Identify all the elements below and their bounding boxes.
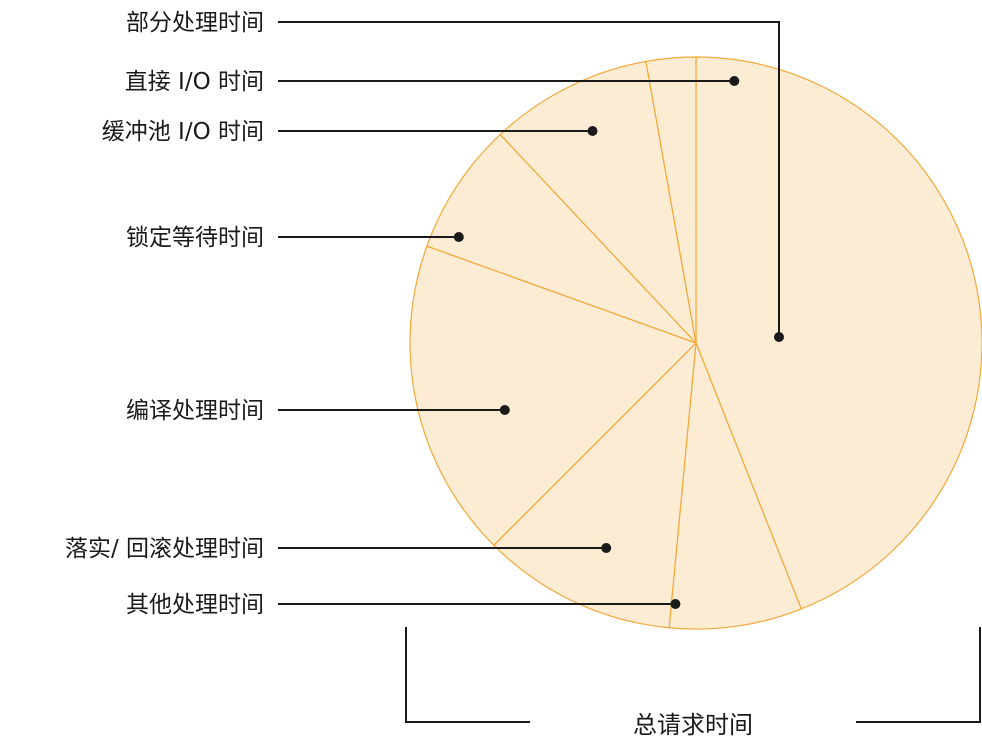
leader-lines	[278, 21, 784, 609]
slice-label: 其他处理时间	[126, 592, 264, 618]
leader-dot	[601, 543, 612, 553]
pie-slice	[409, 245, 698, 547]
leader-dot	[499, 405, 510, 415]
pie-slices	[409, 56, 982, 630]
pie-slice	[492, 341, 697, 629]
leader-dot	[774, 332, 784, 342]
pie-slice	[426, 133, 697, 344]
leader-dot	[453, 232, 464, 242]
leader-line	[278, 21, 780, 337]
bracket-left	[405, 627, 530, 723]
total-bracket: 总请求时间	[405, 627, 981, 739]
slice-label: 缓冲池 I/O 时间	[102, 119, 264, 145]
pie-slice	[645, 56, 697, 344]
slice-label: 编译处理时间	[126, 398, 264, 424]
leader-dot	[587, 126, 598, 136]
slice-label: 部分处理时间	[126, 10, 264, 36]
pie-slice	[668, 342, 803, 630]
total-request-time-label: 总请求时间	[633, 711, 753, 739]
leader-dot	[670, 599, 681, 609]
slice-label: 直接 I/O 时间	[125, 69, 264, 95]
slice-label: 锁定等待时间	[126, 225, 264, 251]
bracket-right	[856, 627, 981, 723]
slice-label: 落实/ 回滚处理时间	[65, 536, 264, 562]
leader-dot	[729, 76, 740, 86]
pie-slice	[695, 56, 982, 610]
